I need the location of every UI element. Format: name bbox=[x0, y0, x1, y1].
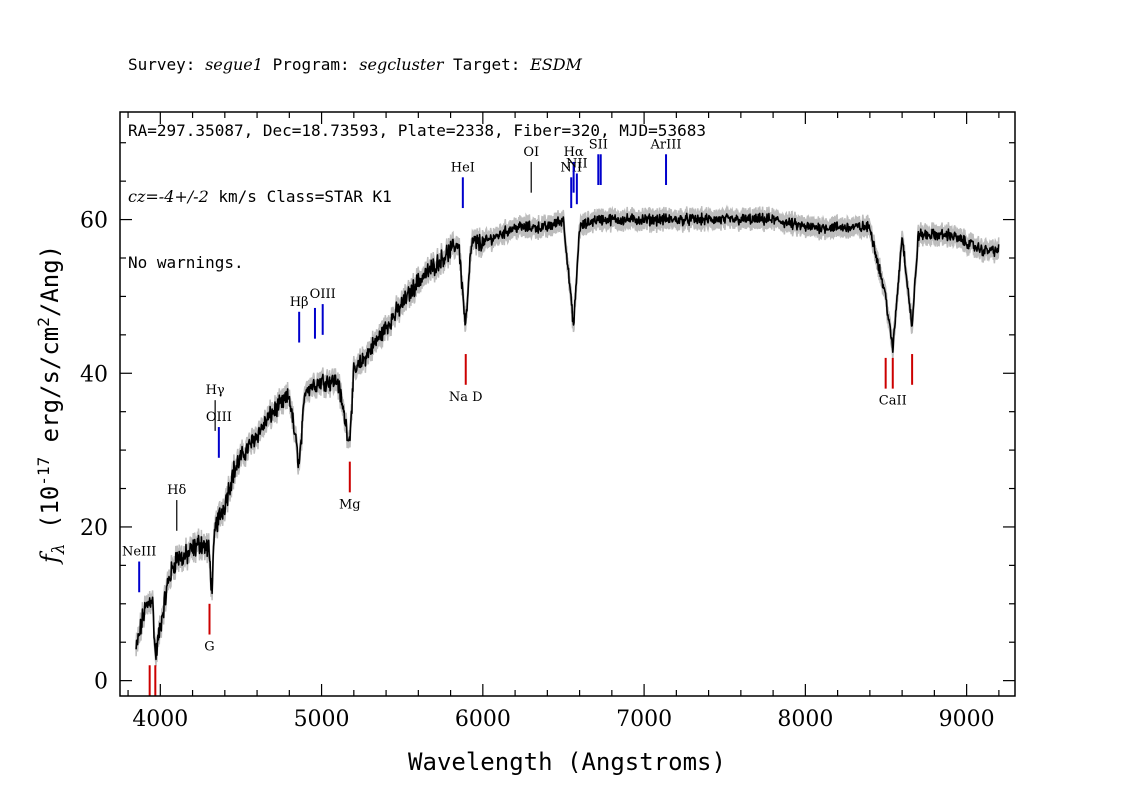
absorption-line-label: Na D bbox=[449, 390, 483, 405]
axis-ticks bbox=[120, 112, 1015, 696]
error-band bbox=[135, 204, 1000, 667]
axis-tick-labels: 4000 5000 6000 7000 8000 9000 0 20 40 60 bbox=[80, 209, 995, 732]
spectrum-series-line bbox=[135, 212, 1000, 661]
x-tick-label: 4000 bbox=[132, 707, 188, 732]
emission-line-label: SII bbox=[589, 137, 608, 152]
spectrum-header: Survey: segue1 Program: segcluster Targe… bbox=[128, 10, 706, 296]
emission-line-label: ArIII bbox=[650, 137, 682, 152]
emission-line-label: OI bbox=[523, 145, 539, 160]
absorption-line-label: G bbox=[204, 640, 214, 655]
y-tick-label: 60 bbox=[80, 209, 108, 234]
x-tick-label: 7000 bbox=[616, 707, 672, 732]
cz-value: -4+/-2 bbox=[158, 187, 209, 206]
program-label: Program: bbox=[272, 55, 350, 74]
emission-line-label: OIII bbox=[206, 410, 232, 425]
survey-value: segue1 bbox=[205, 55, 263, 74]
y-tick-label: 40 bbox=[80, 362, 108, 387]
cz-prefix: cz= bbox=[128, 187, 159, 206]
emission-line-label: NII bbox=[560, 160, 582, 175]
absorption-line-label: CaII bbox=[879, 394, 907, 409]
target-value: ESDM bbox=[530, 55, 582, 74]
x-tick-label: 6000 bbox=[455, 707, 511, 732]
header-line-4: No warnings. bbox=[128, 253, 244, 272]
y-tick-label: 20 bbox=[80, 516, 108, 541]
spectrum-layer bbox=[135, 204, 1000, 667]
emission-line-label: OIII bbox=[310, 287, 336, 302]
y-axis-title: fλ (10-17 erg/s/cm2/Ang) bbox=[34, 245, 69, 565]
emission-line-label: NeIII bbox=[122, 545, 156, 560]
x-tick-label: 8000 bbox=[777, 707, 833, 732]
emission-line-label: Hα bbox=[564, 145, 584, 160]
cz-suffix: km/s Class=STAR K1 bbox=[208, 187, 392, 206]
plot-frame bbox=[119, 111, 1016, 697]
emission-line-label: Hβ bbox=[290, 295, 309, 310]
absorption-line-label: Mg bbox=[339, 497, 361, 512]
survey-label: Survey: bbox=[128, 55, 196, 74]
target-label: Target: bbox=[453, 55, 521, 74]
x-tick-label: 9000 bbox=[939, 707, 995, 732]
header-line-1: Survey: segue1 Program: segcluster Targe… bbox=[128, 54, 706, 76]
emission-line-label: Hδ bbox=[167, 483, 186, 498]
header-line-2: RA=297.35087, Dec=18.73593, Plate=2338, … bbox=[128, 121, 706, 140]
x-axis-title: Wavelength (Angstroms) bbox=[408, 748, 726, 776]
program-value: segcluster bbox=[359, 55, 444, 74]
emission-line-label: NII bbox=[566, 156, 588, 171]
x-tick-label: 5000 bbox=[294, 707, 350, 732]
header-line-3: cz=-4+/-2 km/s Class=STAR K1 bbox=[128, 186, 706, 208]
y-tick-label: 0 bbox=[94, 670, 108, 695]
emission-line-label: Hγ bbox=[206, 383, 225, 398]
emission-line-label: HeI bbox=[451, 160, 475, 175]
